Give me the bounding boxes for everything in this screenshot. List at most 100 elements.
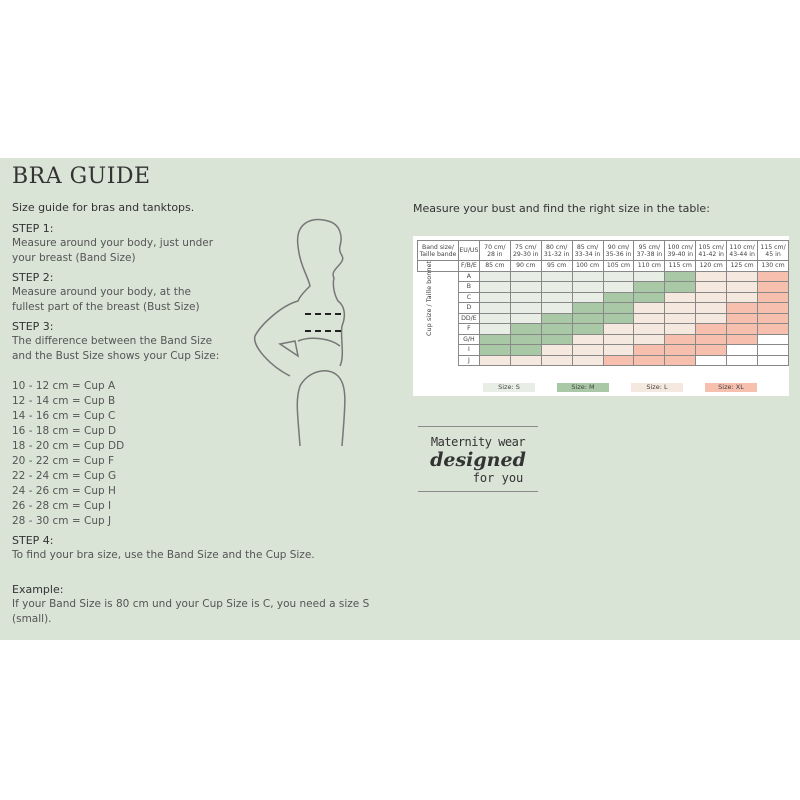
size-cell (540, 281, 573, 293)
size-cell (509, 323, 542, 335)
size-cell (695, 270, 728, 282)
step-4-label: STEP 4: (12, 534, 54, 547)
size-cell (664, 344, 697, 356)
size-cell (757, 281, 789, 293)
size-cell (540, 270, 573, 282)
step-1-label: STEP 1: (12, 222, 54, 235)
size-cell (664, 333, 697, 345)
size-cell (571, 344, 604, 356)
size-cell (757, 354, 789, 366)
size-cell (695, 312, 728, 324)
size-cell (633, 302, 666, 314)
table-row: I (418, 344, 789, 356)
table-row: DD/E (418, 312, 789, 324)
size-cell (478, 291, 511, 303)
band-eu-header: 90 cm/ 35-36 in (602, 240, 635, 261)
cup-cell: G/H (457, 333, 480, 345)
band-eu-header: 100 cm/ 39-40 in (664, 240, 697, 261)
size-cell (478, 281, 511, 293)
band-fbe-header: 130 cm (757, 260, 789, 272)
step-1-text: Measure around your body, just under you… (12, 237, 214, 264)
step-2-label: STEP 2: (12, 271, 54, 284)
band-fbe-header: 110 cm (633, 260, 666, 272)
step-4-text: To find your bra size, use the Band Size… (12, 549, 315, 561)
size-cell (602, 302, 635, 314)
size-cell (478, 344, 511, 356)
size-cell (509, 333, 542, 345)
step-3-label: STEP 3: (12, 320, 54, 333)
legend-item: Size: M (557, 383, 609, 392)
size-cell (478, 312, 511, 324)
subtitle: Size guide for bras and tanktops. (12, 201, 195, 214)
size-cell (602, 291, 635, 303)
body-outline-illustration (254, 218, 346, 447)
band-eu-header: 105 cm/ 41-42 in (695, 240, 728, 261)
size-cell (633, 323, 666, 335)
size-cell (571, 333, 604, 345)
size-cell (478, 302, 511, 314)
size-cell (602, 354, 635, 366)
size-cell (602, 281, 635, 293)
example-label: Example: (12, 583, 64, 596)
size-cell (571, 354, 604, 366)
cup-cell: A (457, 270, 480, 282)
logo-line-2: designed (430, 449, 526, 471)
size-cell (509, 302, 542, 314)
legend-item: Size: XL (705, 383, 757, 392)
logo-line-3: for you (472, 471, 524, 485)
size-cell (571, 270, 604, 282)
cup-axis-label: Cup size / Taille bonnet (425, 260, 433, 336)
size-cell (757, 333, 789, 345)
table-row: A (418, 270, 789, 282)
size-cell (633, 291, 666, 303)
cup-item: 24 - 26 cm = Cup H (12, 485, 116, 497)
size-cell (540, 323, 573, 335)
size-cell (757, 323, 789, 335)
band-eu-header: 70 cm/ 28 in (478, 240, 511, 261)
band-eu-header: 85 cm/ 33-34 in (571, 240, 604, 261)
size-cell (602, 312, 635, 324)
size-cell (664, 270, 697, 282)
size-cell (695, 323, 728, 335)
size-cell (509, 354, 542, 366)
logo: Maternity wear designed for you (418, 426, 538, 492)
size-table: Band size/ Taille bande EU/US 70 cm/ 28 in… (417, 240, 789, 366)
step-2-text: Measure around your body, at the fullest… (12, 286, 200, 313)
size-cell (571, 323, 604, 335)
size-cell (757, 302, 789, 314)
table-row: J (418, 354, 789, 366)
cup-item: 22 - 24 cm = Cup G (12, 470, 117, 482)
size-cell (757, 344, 789, 356)
size-cell (571, 302, 604, 314)
cup-cell: F (457, 323, 480, 335)
legend: Size: S Size: M Size: L Size: XL (483, 383, 757, 392)
size-cell (478, 354, 511, 366)
table-row: F (418, 323, 789, 335)
legend-item: Size: L (631, 383, 683, 392)
size-cell (664, 323, 697, 335)
size-cell (509, 312, 542, 324)
size-cell (695, 302, 728, 314)
band-fbe-header: 100 cm (571, 260, 604, 272)
size-cell (695, 333, 728, 345)
size-cell (695, 344, 728, 356)
size-cell (726, 270, 759, 282)
size-cell (602, 323, 635, 335)
size-cell (757, 312, 789, 324)
page-title: BRA GUIDE (12, 164, 151, 189)
band-eu-header: 75 cm/ 29-30 in (509, 240, 542, 261)
size-cell (664, 312, 697, 324)
bra-guide-panel: BRA GUIDE Size guide for bras and tankto… (0, 158, 800, 640)
cup-item: 16 - 18 cm = Cup D (12, 425, 117, 437)
size-cell (540, 333, 573, 345)
size-cell (540, 344, 573, 356)
cup-cell: B (457, 281, 480, 293)
table-row: G/H (418, 333, 789, 345)
cup-item: 12 - 14 cm = Cup B (12, 395, 116, 407)
cup-cell: J (457, 354, 480, 366)
cup-item: 18 - 20 cm = Cup DD (12, 440, 125, 452)
size-cell (633, 354, 666, 366)
size-cell (509, 270, 542, 282)
size-cell (726, 281, 759, 293)
size-cell (509, 344, 542, 356)
